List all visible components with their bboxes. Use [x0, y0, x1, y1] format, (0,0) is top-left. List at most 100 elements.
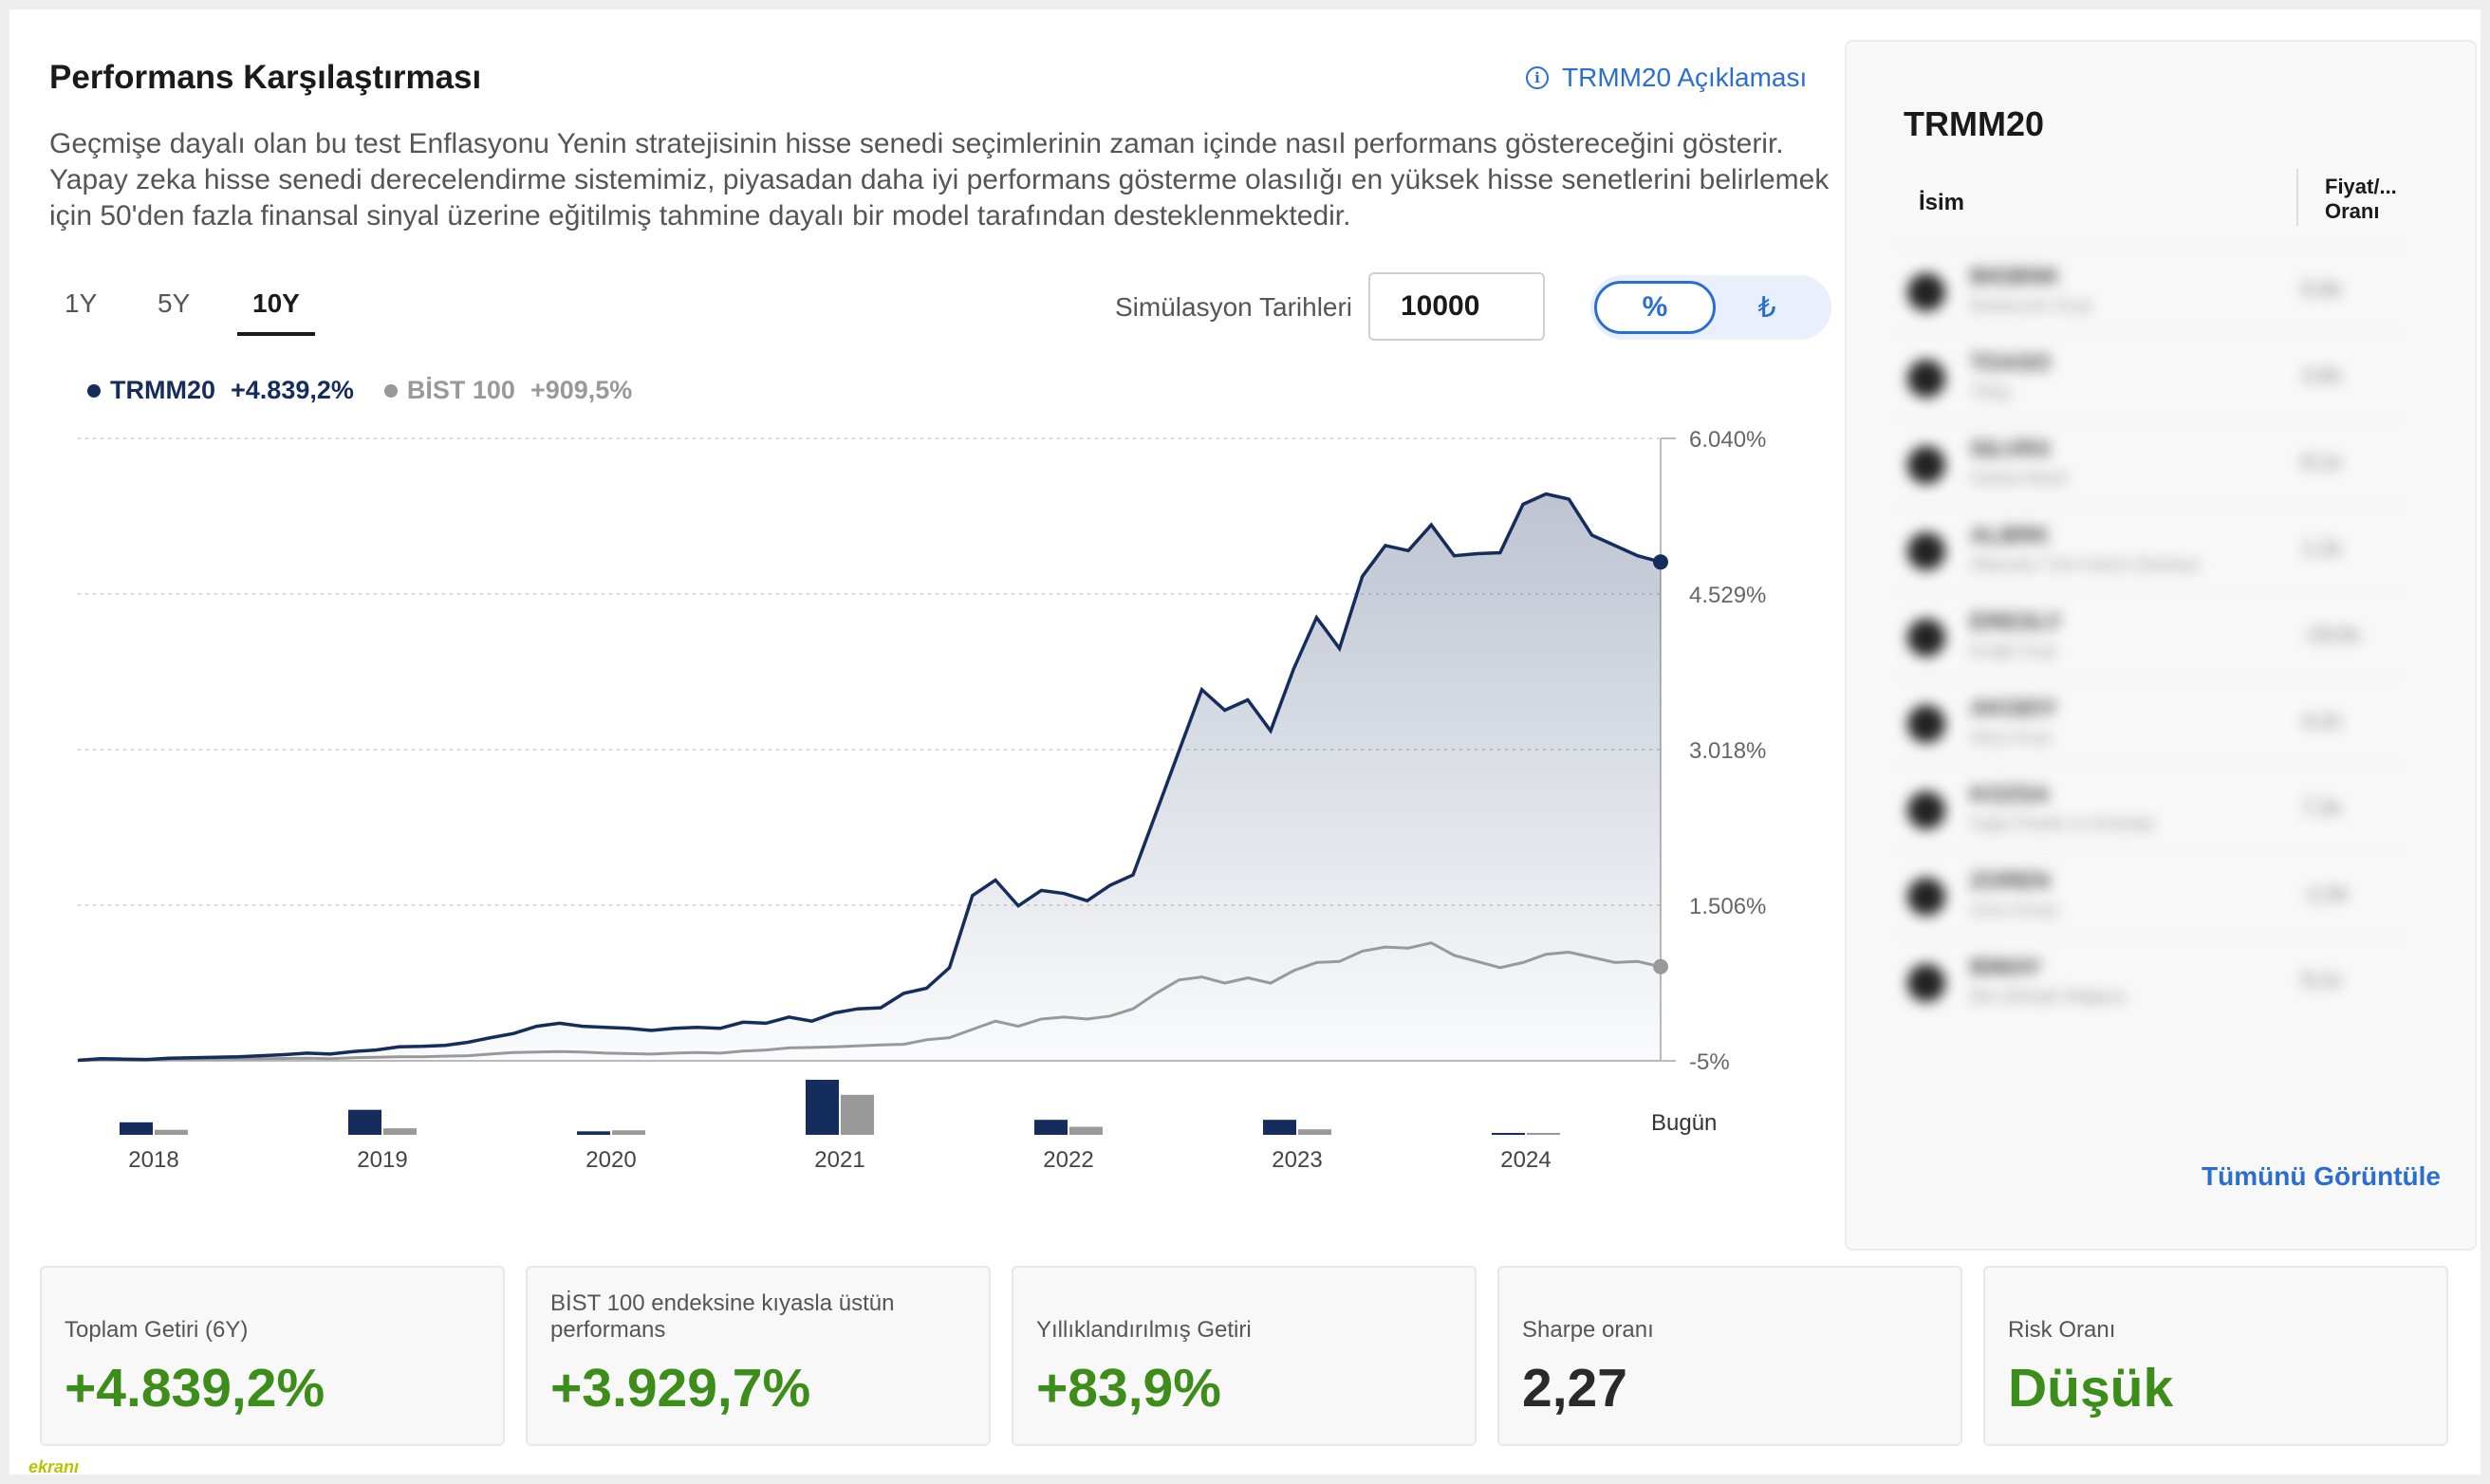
holding-ticker: BIGBNK: [1970, 264, 2060, 289]
holding-row[interactable]: AKGEIY Akça Grup 4,2x: [1894, 677, 2406, 764]
yearly-bar-bist100: [1298, 1129, 1331, 1135]
holding-row[interactable]: TOASO Tofaş 3,9x: [1894, 332, 2406, 418]
holding-name: Bankacılık Grup: [1970, 296, 2092, 315]
x-tick-label: 2019: [357, 1147, 407, 1173]
view-all-link[interactable]: Tümünü Görüntüle: [2202, 1161, 2441, 1191]
info-link[interactable]: i TRMM20 Açıklaması: [1526, 63, 1807, 93]
tab-10y[interactable]: 10Y: [237, 275, 315, 336]
yearly-bar-trmm20: [348, 1109, 381, 1135]
holding-pe: 7,3x: [2302, 795, 2342, 819]
stat-value: 2,27: [1522, 1358, 1627, 1419]
holding-row[interactable]: BIMAY Bim Birleşik Mağaza 9,1x: [1894, 937, 2406, 1023]
unit-toggle: % ₺: [1590, 275, 1831, 340]
info-link-label: TRMM20 Açıklaması: [1562, 63, 1808, 92]
holding-pe: 9,1x: [2302, 968, 2342, 992]
holding-ticker: ZOREN: [1970, 868, 2050, 894]
holding-row[interactable]: ALBRK Albaraka Türk Katılım Bankası 1,2x: [1894, 505, 2406, 591]
holding-row[interactable]: EREGLY Ereğli Grup -19,0x: [1894, 591, 2406, 677]
series2-dot: [383, 383, 398, 398]
stat-label: Risk Oranı: [2008, 1317, 2116, 1343]
y-tick-label: 6.040%: [1689, 427, 1766, 453]
stat-card: Toplam Getiri (6Y) +4.839,2%: [40, 1266, 505, 1446]
series1-dot: [87, 383, 101, 398]
company-logo-icon: [1907, 619, 1945, 657]
x-tick-label: 2023: [1272, 1147, 1322, 1173]
column-header-name[interactable]: İsim: [1919, 190, 1965, 215]
description: Geçmişe dayalı olan bu test Enflasyonu Y…: [49, 128, 1830, 232]
holding-pe: 4,2x: [2302, 709, 2342, 733]
y-tick-label: 1.506%: [1689, 894, 1766, 919]
holding-ticker: AKGEIY: [1970, 696, 2058, 721]
tab-1y[interactable]: 1Y: [65, 288, 98, 318]
column-divider: [2296, 169, 2298, 226]
company-logo-icon: [1907, 360, 1945, 398]
x-tick-label: 2021: [814, 1147, 864, 1173]
holding-pe: 8,1x: [2302, 450, 2342, 473]
panel-title: TRMM20: [1904, 104, 2045, 143]
holding-pe: -1,0x: [2302, 881, 2349, 905]
y-tick-label: -5%: [1689, 1049, 1730, 1075]
stat-label: Yıllıklandırılmış Getiri: [1036, 1317, 1252, 1343]
stat-value: +4.839,2%: [65, 1358, 325, 1419]
y-tick-label: 3.018%: [1689, 738, 1766, 764]
company-logo-icon: [1907, 878, 1945, 916]
end-point-bist100: [1653, 958, 1668, 974]
holding-ticker: ALBRK: [1970, 523, 2050, 548]
company-logo-icon: [1907, 964, 1945, 1002]
toggle-lira[interactable]: ₺: [1757, 291, 1776, 324]
yearly-bar-trmm20: [1492, 1133, 1525, 1135]
stat-card: Yıllıklandırılmış Getiri +83,9%: [1012, 1266, 1477, 1446]
stat-value: Düşük: [2008, 1358, 2174, 1419]
y-tick-label: 4.529%: [1689, 583, 1766, 608]
stat-value: +3.929,7%: [550, 1358, 811, 1419]
company-logo-icon: [1907, 532, 1945, 570]
holding-row[interactable]: BIGBNK Bankacılık Grup 6,9x: [1894, 246, 2406, 332]
holding-ticker: BIMAY: [1970, 955, 2042, 980]
holding-row[interactable]: KOZSA Kağıt Plastik ve Ambalaj 7,3x: [1894, 764, 2406, 850]
holdings-list: BIGBNK Bankacılık Grup 6,9x TOASO Tofaş 3,9x S…: [1894, 246, 2406, 1023]
x-tick-label: 2020: [585, 1147, 636, 1173]
series2-value: +909,5%: [530, 376, 633, 404]
tab-5y[interactable]: 5Y: [158, 288, 191, 318]
series-line-trmm20: [77, 492, 1662, 1063]
company-logo-icon: [1907, 791, 1945, 829]
stat-card: BİST 100 endeksine kıyasla üstün perform…: [526, 1266, 991, 1446]
stat-card: Risk Oranı Düşük: [1983, 1266, 2448, 1446]
yearly-bar-bist100: [612, 1130, 645, 1135]
holding-name: Akça Grup: [1970, 728, 2052, 747]
chart-legend: TRMM20 +4.839,2% BİST 100 +909,5%: [87, 376, 632, 405]
holding-pe: 6,9x: [2302, 277, 2342, 301]
yearly-bar-trmm20: [1263, 1120, 1296, 1135]
end-point-trmm20: [1653, 554, 1668, 570]
x-tick-label: 2024: [1500, 1147, 1551, 1173]
column-header-pe-line2: Oranı: [2325, 199, 2380, 223]
yearly-bar-bist100: [1527, 1133, 1560, 1135]
yearly-bar-trmm20: [806, 1080, 839, 1135]
x-tick-label: 2022: [1043, 1147, 1093, 1173]
trmm20-area-fill: [78, 493, 1661, 1061]
toggle-percent[interactable]: %: [1594, 281, 1716, 334]
holding-name: Tofaş: [1970, 382, 2012, 401]
company-logo-icon: [1907, 705, 1945, 743]
yearly-bar-trmm20: [577, 1131, 610, 1135]
stat-label: Sharpe oranı: [1522, 1317, 1654, 1343]
watermark-logo: ekranı: [28, 1457, 80, 1476]
performance-page: Performans Karşılaştırması i TRMM20 Açık…: [9, 9, 2481, 1475]
simulation-amount-input[interactable]: 10000: [1368, 272, 1545, 341]
holding-name: Albaraka Türk Katılım Bankası: [1970, 555, 2201, 574]
holding-row[interactable]: ZOREN Zorlu Enerji -1,0x: [1894, 850, 2406, 937]
yearly-bar-bist100: [383, 1128, 417, 1135]
yearly-bar-bist100: [155, 1129, 188, 1135]
yearly-bar-trmm20: [1034, 1120, 1068, 1135]
info-icon: i: [1526, 66, 1549, 89]
holding-name: Bim Birleşik Mağaza: [1970, 987, 2126, 1006]
company-logo-icon: [1907, 446, 1945, 484]
holding-ticker: KOZSA: [1970, 782, 2050, 807]
holding-row[interactable]: SILVRX Global Metal 8,1x: [1894, 418, 2406, 505]
yearly-bar-bist100: [841, 1094, 874, 1135]
yearly-bar-bist100: [1069, 1126, 1103, 1135]
series-line-bist100: [77, 941, 1662, 1062]
column-header-pe[interactable]: Fiyat/... Oranı: [2325, 175, 2397, 224]
series1-name: TRMM20: [110, 376, 216, 404]
stat-label: BİST 100 endeksine kıyasla üstün perform…: [550, 1290, 895, 1343]
